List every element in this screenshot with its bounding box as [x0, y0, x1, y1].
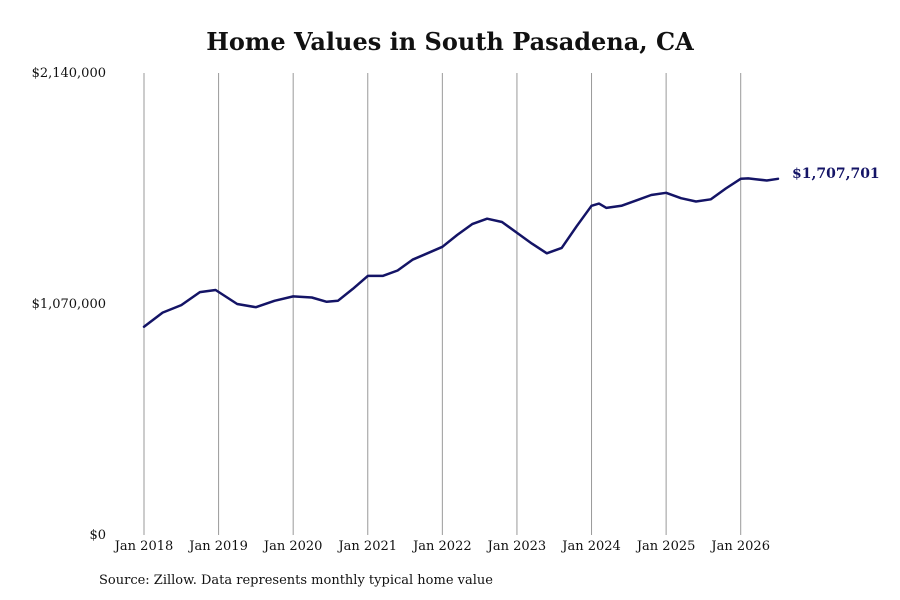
x-tick-label: Jan 2018 [113, 539, 174, 554]
y-tick-label: $0 [89, 528, 106, 543]
x-tick-label: Jan 2022 [411, 539, 472, 554]
x-tick-label: Jan 2026 [709, 539, 770, 554]
x-tick-label: Jan 2021 [336, 539, 397, 554]
end-value-label: $1,707,701 [792, 166, 880, 182]
chart-title: Home Values in South Pasadena, CA [206, 27, 694, 56]
x-tick-label: Jan 2024 [560, 539, 621, 554]
y-tick-label: $1,070,000 [32, 297, 106, 312]
x-tick-label: Jan 2025 [635, 539, 696, 554]
y-tick-label: $2,140,000 [32, 66, 106, 81]
series-line [142, 177, 780, 328]
x-tick-label: Jan 2019 [187, 539, 248, 554]
source-note: Source: Zillow. Data represents monthly … [99, 573, 493, 588]
x-tick-label: Jan 2020 [262, 539, 323, 554]
x-tick-label: Jan 2023 [486, 539, 547, 554]
